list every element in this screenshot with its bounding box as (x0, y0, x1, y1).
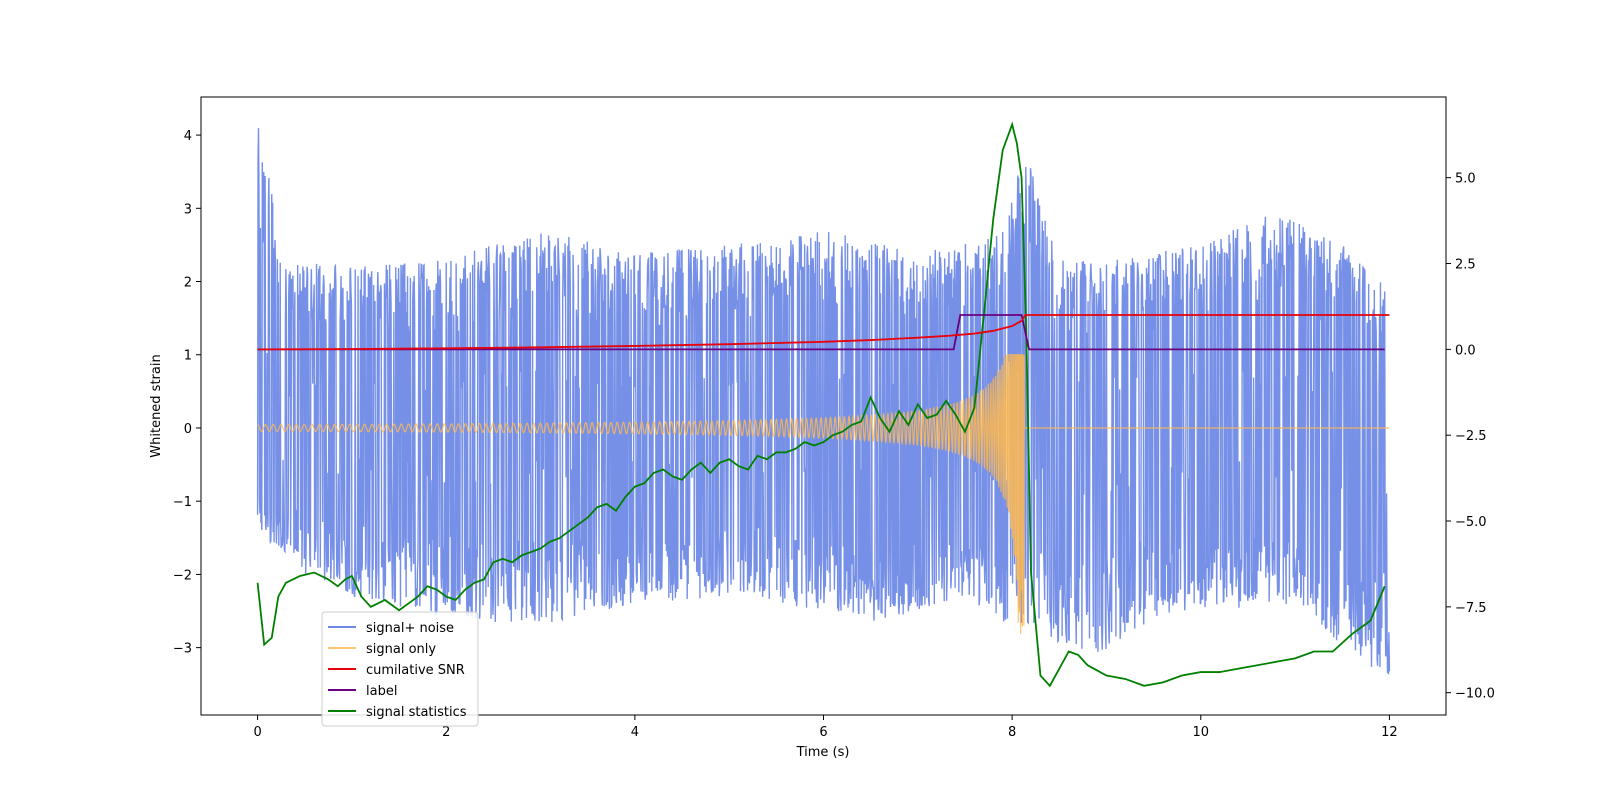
x-tick-label: 0 (253, 725, 261, 740)
series-signal-statistics (256, 121, 1386, 688)
legend-signal-only-text: signal only (366, 642, 436, 657)
y-tick-label: 3 (184, 202, 192, 217)
y2-tick-label: −10.0 (1455, 687, 1495, 702)
series-label (257, 314, 1385, 351)
x-axis-label: Time (s) (796, 745, 850, 760)
y-tick-label: −2 (173, 568, 192, 583)
series-signal-noise (256, 128, 1391, 675)
series-cumulative-snr (257, 314, 1390, 351)
legend-signal-noise-text: signal+ noise (366, 621, 454, 636)
x-tick-label: 4 (631, 725, 639, 740)
y2-tick-label: −7.5 (1455, 601, 1487, 616)
y-tick-label: −1 (173, 495, 192, 510)
x-tick-label: 12 (1381, 725, 1398, 740)
axes-layer: 0 2 4 6 8 10 12−3−2−101234−10.0−7.5−5.0−2.50.0… (173, 129, 1495, 740)
y-tick-label: 2 (184, 276, 192, 291)
x-tick-label: 2 (442, 725, 450, 740)
legend-box (321, 611, 479, 727)
y-axis-label: Whitened strain (149, 354, 164, 457)
y2-tick-label: 0.0 (1455, 343, 1476, 358)
x-tick-label: 10 (1192, 725, 1209, 740)
legend: signal+ noise signal only cumilative SNR la… (321, 611, 479, 727)
x-tick-label: 6 (819, 725, 827, 740)
y2-tick-label: 5.0 (1455, 172, 1476, 187)
y-tick-label: 4 (184, 129, 192, 144)
y-tick-label: 0 (184, 422, 192, 437)
legend-signal-statistics-text: signal statistics (366, 705, 467, 720)
series-signal-only (257, 354, 1390, 635)
series-layer (256, 121, 1391, 688)
x-tick-label: 8 (1008, 725, 1016, 740)
y2-tick-label: −5.0 (1455, 515, 1487, 530)
legend-label-text: label (366, 684, 397, 699)
legend-cumulative-snr-text: cumilative SNR (366, 663, 465, 678)
y2-tick-label: 2.5 (1455, 258, 1476, 273)
y-tick-label: 1 (184, 349, 192, 364)
y2-tick-label: −2.5 (1455, 429, 1487, 444)
y-tick-label: −3 (173, 642, 192, 657)
